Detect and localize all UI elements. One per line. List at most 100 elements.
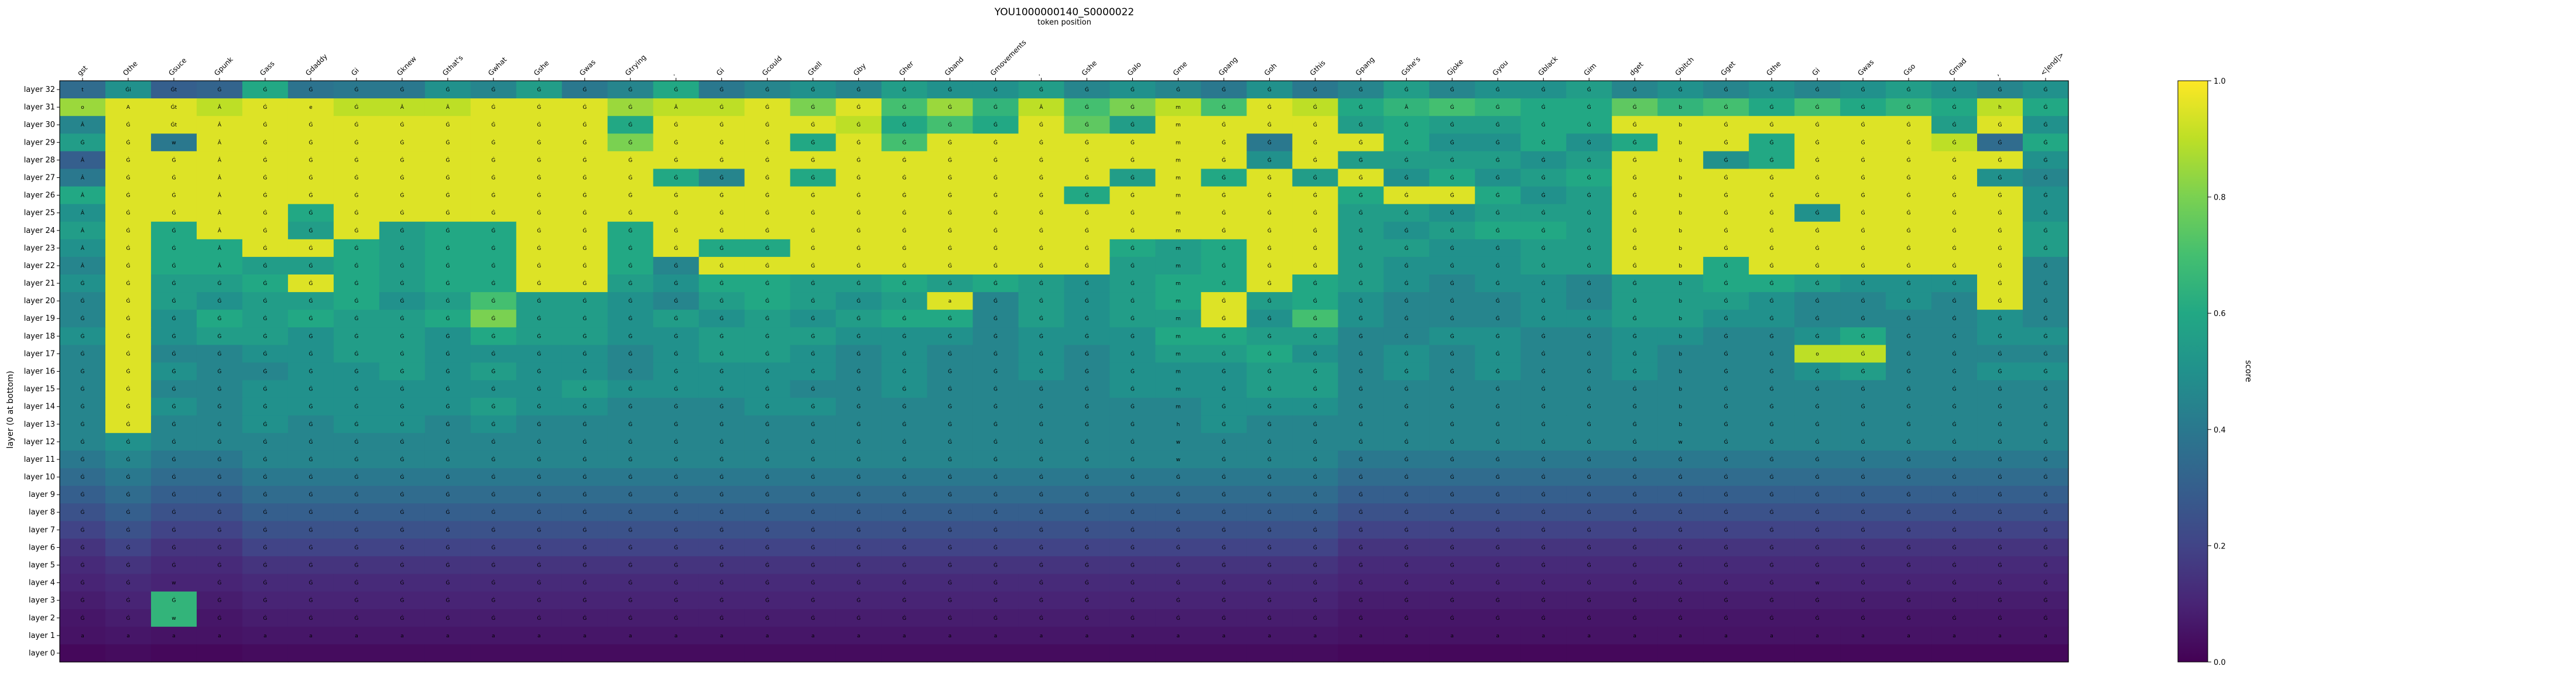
heatmap-cell-label: Ġ <box>172 386 176 393</box>
heatmap-cell <box>1246 239 1293 258</box>
heatmap-cell <box>1064 98 1111 116</box>
heatmap-cell-label: Ġ <box>309 245 313 252</box>
heatmap-cell-label: Ġ <box>1131 298 1135 304</box>
x-tick-label: gst <box>76 64 89 77</box>
heatmap-cell <box>196 204 243 222</box>
heatmap-cell-label: Ġ <box>583 580 587 586</box>
heatmap-cell-label: Ġ <box>1861 157 1865 163</box>
heatmap-cell <box>698 204 745 222</box>
heatmap-cell <box>2023 116 2069 134</box>
heatmap-cell <box>105 169 152 187</box>
heatmap-cell-label: Ġ <box>1131 544 1135 551</box>
heatmap-cell <box>150 151 197 170</box>
heatmap-cell <box>1383 81 1430 99</box>
heatmap-cell <box>105 292 152 310</box>
heatmap-cell <box>1338 133 1384 152</box>
heatmap-cell <box>881 221 928 240</box>
heatmap-cell <box>972 292 1019 310</box>
heatmap-cell-label: Ġ <box>1496 598 1500 604</box>
heatmap-cell-label: Ġ <box>1496 562 1500 569</box>
heatmap-cell-label: Ġ <box>628 615 632 622</box>
heatmap-cell <box>1155 133 1202 152</box>
x-tick-label: Goh <box>1263 61 1279 77</box>
heatmap-cell-label: t <box>81 87 84 93</box>
heatmap-cell-label: Ġ <box>1496 439 1500 445</box>
heatmap-cell-label: Ġ <box>1861 544 1865 551</box>
heatmap-cell <box>790 292 837 310</box>
heatmap-cell <box>1749 98 1795 116</box>
heatmap-cell <box>150 292 197 310</box>
heatmap-cell-label: Ġ <box>1359 615 1363 622</box>
heatmap-cell-label: Ġ <box>857 421 861 428</box>
heatmap-cell-label: Ġ <box>1039 122 1043 128</box>
heatmap-cell-label: Ġ <box>1313 369 1317 375</box>
heatmap-cell-label: Ġ <box>1222 87 1226 93</box>
heatmap-cell <box>1794 81 1841 99</box>
heatmap-cell <box>1383 292 1430 310</box>
heatmap-cell-label: Ġ <box>1268 210 1272 217</box>
heatmap-cell-label: Ġ <box>1450 210 1454 217</box>
heatmap-cell-label: Ġ <box>126 580 130 586</box>
heatmap-cell <box>927 98 974 116</box>
heatmap-cell-label: Ġ <box>583 404 587 410</box>
heatmap-cell <box>2023 151 2069 170</box>
heatmap-cell-label: Ġ <box>354 492 358 498</box>
heatmap-cell-label: Ġ <box>2044 87 2048 93</box>
heatmap-cell <box>516 292 563 310</box>
heatmap-cell <box>150 204 197 222</box>
heatmap-cell-label: Ġ <box>948 122 952 128</box>
heatmap-cell-label: Ġ <box>309 544 313 551</box>
heatmap-cell-label: Ġ <box>628 315 632 322</box>
heatmap-cell <box>1657 133 1704 152</box>
heatmap-cell <box>561 274 608 293</box>
heatmap-cell-label: m <box>1176 334 1181 339</box>
heatmap-cell-label: Ġ <box>1952 580 1957 586</box>
heatmap-cell <box>607 292 654 310</box>
heatmap-cell-label: Ġ <box>1405 457 1409 463</box>
heatmap-cell-label: Ġ <box>1085 369 1089 375</box>
heatmap-cell-label: Ġ <box>126 369 130 375</box>
heatmap-cell-label: Ġ <box>1359 439 1363 445</box>
heatmap-cell <box>607 644 654 663</box>
colorbar-tick-label: 0.2 <box>2214 542 2226 551</box>
heatmap-cell-label: m <box>1176 193 1181 199</box>
heatmap-cell-label: Ġ <box>309 492 313 498</box>
heatmap-cell <box>1657 221 1704 240</box>
heatmap-cell <box>1064 345 1111 363</box>
heatmap-cell-label: Ġ <box>1085 580 1089 586</box>
heatmap-cell-label: Ġ <box>1770 421 1774 428</box>
heatmap-cell-label: Ġ <box>491 598 495 604</box>
heatmap-cell-label: Ġ <box>400 474 404 481</box>
heatmap-cell <box>1338 186 1384 205</box>
heatmap-cell <box>927 310 974 328</box>
heatmap-cell-label: Ġ <box>1587 527 1591 533</box>
heatmap-cell-label: Ġ <box>263 544 267 551</box>
heatmap-cell-label: Ġ <box>1907 175 1911 181</box>
heatmap-cell-label: Ġ <box>1222 369 1226 375</box>
heatmap-cell-label: Ġ <box>1131 157 1135 163</box>
heatmap-cell-label: Ġ <box>1450 386 1454 393</box>
heatmap-cell-label: Ġ <box>263 157 267 163</box>
heatmap-cell-label: Ġ <box>309 298 313 304</box>
heatmap-cell-label: Ġ <box>1405 263 1409 269</box>
heatmap-cell-label: Ġ <box>491 298 495 304</box>
heatmap-cell <box>1109 327 1156 345</box>
heatmap-cell-label: Ġ <box>2044 104 2048 111</box>
heatmap-cell-label: Ġ <box>1724 104 1728 111</box>
heatmap-cell-label: Ġ <box>765 104 769 111</box>
heatmap-cell-label: Ġ <box>126 315 130 322</box>
heatmap-cell <box>1886 204 1932 222</box>
heatmap-cell-label: Ġ <box>1222 298 1226 304</box>
heatmap-cell-label: Ġ <box>583 562 587 569</box>
heatmap-cell-label: Ġ <box>1587 598 1591 604</box>
heatmap-cell <box>1292 98 1338 116</box>
heatmap-cell-label: Ġ <box>1952 527 1957 533</box>
heatmap-cell-label: Ġ <box>1039 369 1043 375</box>
heatmap-cell-label: Ġ <box>674 544 678 551</box>
heatmap-cell-label: Ġ <box>537 439 541 445</box>
heatmap-cell-label: a <box>355 633 358 639</box>
heatmap-cell <box>60 151 106 170</box>
heatmap-cell-label: a <box>1587 633 1591 639</box>
heatmap-cell <box>1931 151 1978 170</box>
heatmap-cell <box>424 256 471 275</box>
